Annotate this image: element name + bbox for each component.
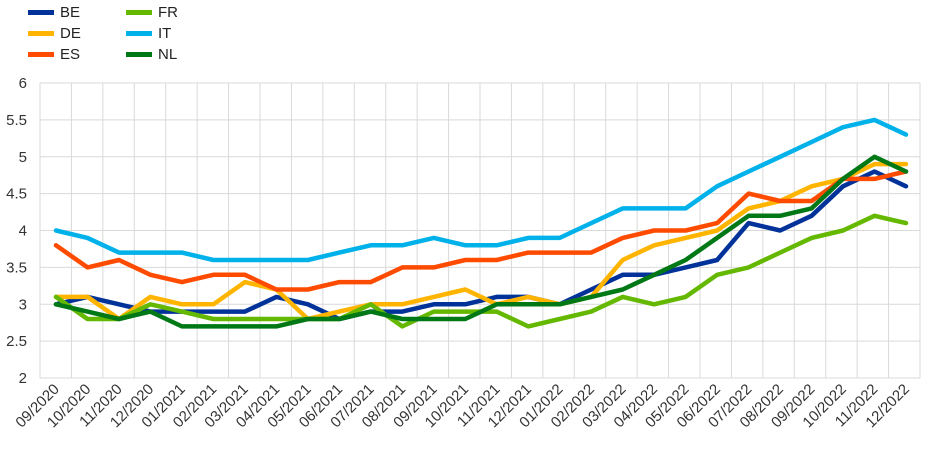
y-tick-label: 3.5: [6, 259, 27, 276]
legend-label-nl: NL: [158, 45, 178, 63]
y-tick-label: 3: [19, 296, 27, 313]
series-line-de: [53, 161, 909, 322]
legend-item-fr: FR: [126, 2, 178, 22]
y-axis: 2 2.5 3 3.5 4 4.5 5 5.5 6: [6, 75, 27, 387]
legend-swatch-nl: [126, 51, 152, 57]
y-tick-label: 4: [19, 223, 27, 240]
legend-swatch-be: [28, 9, 54, 15]
y-tick-label: 5.5: [6, 112, 27, 129]
legend-label-be: BE: [60, 3, 81, 21]
legend-label-fr: FR: [158, 3, 178, 21]
legend-item-it: IT: [126, 23, 171, 43]
legend-label-es: ES: [60, 45, 81, 63]
y-tick-label: 2: [19, 370, 27, 387]
x-axis: 09/202010/202011/202012/202001/202102/20…: [12, 381, 912, 431]
legend-item-es: ES: [28, 44, 80, 64]
y-tick-label: 6: [19, 75, 27, 92]
chart-series: [53, 117, 909, 329]
series-line-nl: [53, 154, 909, 329]
legend-item-be: BE: [28, 2, 80, 22]
series-line-it: [53, 117, 909, 263]
legend-item-de: DE: [28, 23, 81, 43]
y-tick-label: 4.5: [6, 186, 27, 203]
y-tick-label: 2.5: [6, 333, 27, 350]
legend-swatch-fr: [126, 9, 152, 15]
legend-swatch-es: [28, 51, 54, 57]
series-line-be: [53, 169, 909, 322]
chart-grid: [39, 82, 921, 379]
legend-item-nl: NL: [126, 44, 177, 64]
series-line-es: [53, 169, 909, 292]
legend-label-it: IT: [158, 24, 172, 42]
legend-swatch-it: [126, 30, 152, 36]
legend-label-de: DE: [60, 24, 81, 42]
legend-swatch-de: [28, 30, 54, 36]
y-tick-label: 5: [19, 149, 27, 166]
